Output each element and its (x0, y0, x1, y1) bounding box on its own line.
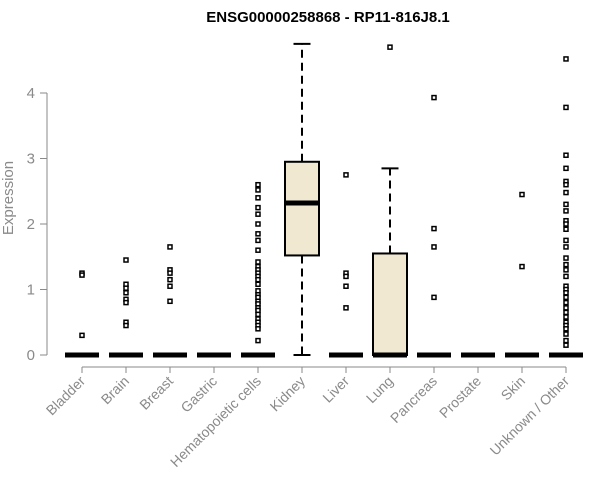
x-tick-label-11: Unknown / Other (487, 373, 573, 459)
box-7 (372, 44, 408, 358)
y-tick-label-0: 0 (27, 347, 35, 364)
box-2 (153, 244, 187, 358)
outlier-point (563, 208, 569, 214)
y-tick-label-1: 1 (27, 282, 35, 299)
outlier-point (431, 244, 437, 250)
outlier-point (563, 165, 569, 172)
outlier-point (255, 337, 261, 344)
x-tick-label-6: Liver (319, 373, 352, 406)
outlier-point (255, 211, 261, 217)
outlier-point (563, 309, 569, 316)
outlier-point (563, 152, 569, 158)
x-tick-label-1: Brain (98, 373, 132, 407)
y-tick-label-3: 3 (27, 151, 35, 168)
outlier-point (167, 276, 173, 283)
box-10 (505, 191, 539, 358)
box-rect (284, 160, 320, 257)
outlier-point (563, 314, 569, 320)
outlier-point (563, 104, 569, 111)
outlier-point (563, 189, 569, 196)
outlier-point (255, 311, 261, 318)
y-axis-label: Expression (0, 161, 17, 235)
x-tick-label-7: Lung (363, 373, 396, 406)
outlier-point (563, 255, 569, 261)
outlier-point (563, 342, 569, 348)
outlier-point (563, 261, 569, 268)
outlier-point (79, 272, 85, 278)
outlier-point (123, 257, 129, 263)
outlier-point (431, 225, 437, 232)
outlier-point (563, 226, 569, 232)
outlier-point (255, 281, 261, 288)
outlier-point (255, 195, 261, 201)
outlier-point (255, 276, 261, 283)
outlier-point (167, 244, 173, 250)
y-tick-label-2: 2 (27, 216, 35, 233)
box-1 (109, 257, 143, 358)
outlier-point (431, 294, 437, 301)
outlier-point (255, 247, 261, 253)
outlier-point (123, 299, 129, 306)
x-tick-label-10: Skin (498, 373, 529, 404)
outlier-point (519, 191, 525, 198)
outlier-point (255, 204, 261, 211)
x-tick-label-3: Gastric (177, 373, 220, 416)
x-tick-label-0: Bladder (43, 373, 89, 419)
box-8 (417, 94, 451, 358)
outlier-point (123, 322, 129, 329)
x-tick-label-9: Prostate (436, 373, 484, 421)
outlier-point (343, 172, 349, 178)
box-11 (549, 56, 583, 358)
x-tick-label-8: Pancreas (387, 373, 440, 426)
y-axis: 0 1 2 3 4 (27, 85, 48, 364)
outlier-point (431, 94, 437, 101)
outlier-point (563, 299, 569, 306)
outlier-point (563, 294, 569, 301)
outlier-point (563, 326, 569, 332)
outlier-point (563, 290, 569, 296)
outlier-point (79, 332, 85, 339)
x-tick-label-2: Breast (136, 373, 176, 413)
outlier-point (563, 305, 569, 311)
outlier-point (343, 305, 349, 311)
outlier-point (343, 273, 349, 280)
outlier-point (343, 283, 349, 289)
outlier-point (255, 187, 261, 193)
outlier-point (255, 221, 261, 227)
outlier-point (167, 298, 173, 305)
outlier-point (563, 201, 569, 208)
outlier-point (255, 237, 261, 244)
outlier-point (519, 263, 525, 270)
outlier-point (563, 267, 569, 273)
x-tick-label-5: Kidney (267, 373, 309, 415)
outlier-point (123, 290, 129, 296)
outlier-point (563, 331, 569, 337)
box-rect (372, 252, 408, 357)
outlier-point (563, 337, 569, 344)
outlier-point (255, 259, 261, 265)
outlier-point (387, 44, 393, 50)
outlier-point (255, 231, 261, 237)
box-6 (329, 172, 363, 358)
box-4 (241, 181, 275, 358)
box-5 (284, 42, 320, 356)
outlier-point (563, 273, 569, 280)
outlier-point (255, 326, 261, 332)
outlier-point (167, 270, 173, 276)
outlier-point (123, 285, 129, 291)
chart-title: ENSG00000258868 - RP11-816J8.1 (206, 9, 450, 26)
outlier-point (167, 283, 173, 289)
outlier-point (255, 181, 261, 188)
outlier-point (563, 56, 569, 62)
outlier-point (563, 237, 569, 244)
y-tick-label-4: 4 (27, 85, 35, 102)
box-0 (65, 270, 99, 358)
box-series (65, 42, 583, 358)
outlier-point (563, 181, 569, 188)
outlier-point (563, 244, 569, 250)
outlier-point (563, 221, 569, 227)
